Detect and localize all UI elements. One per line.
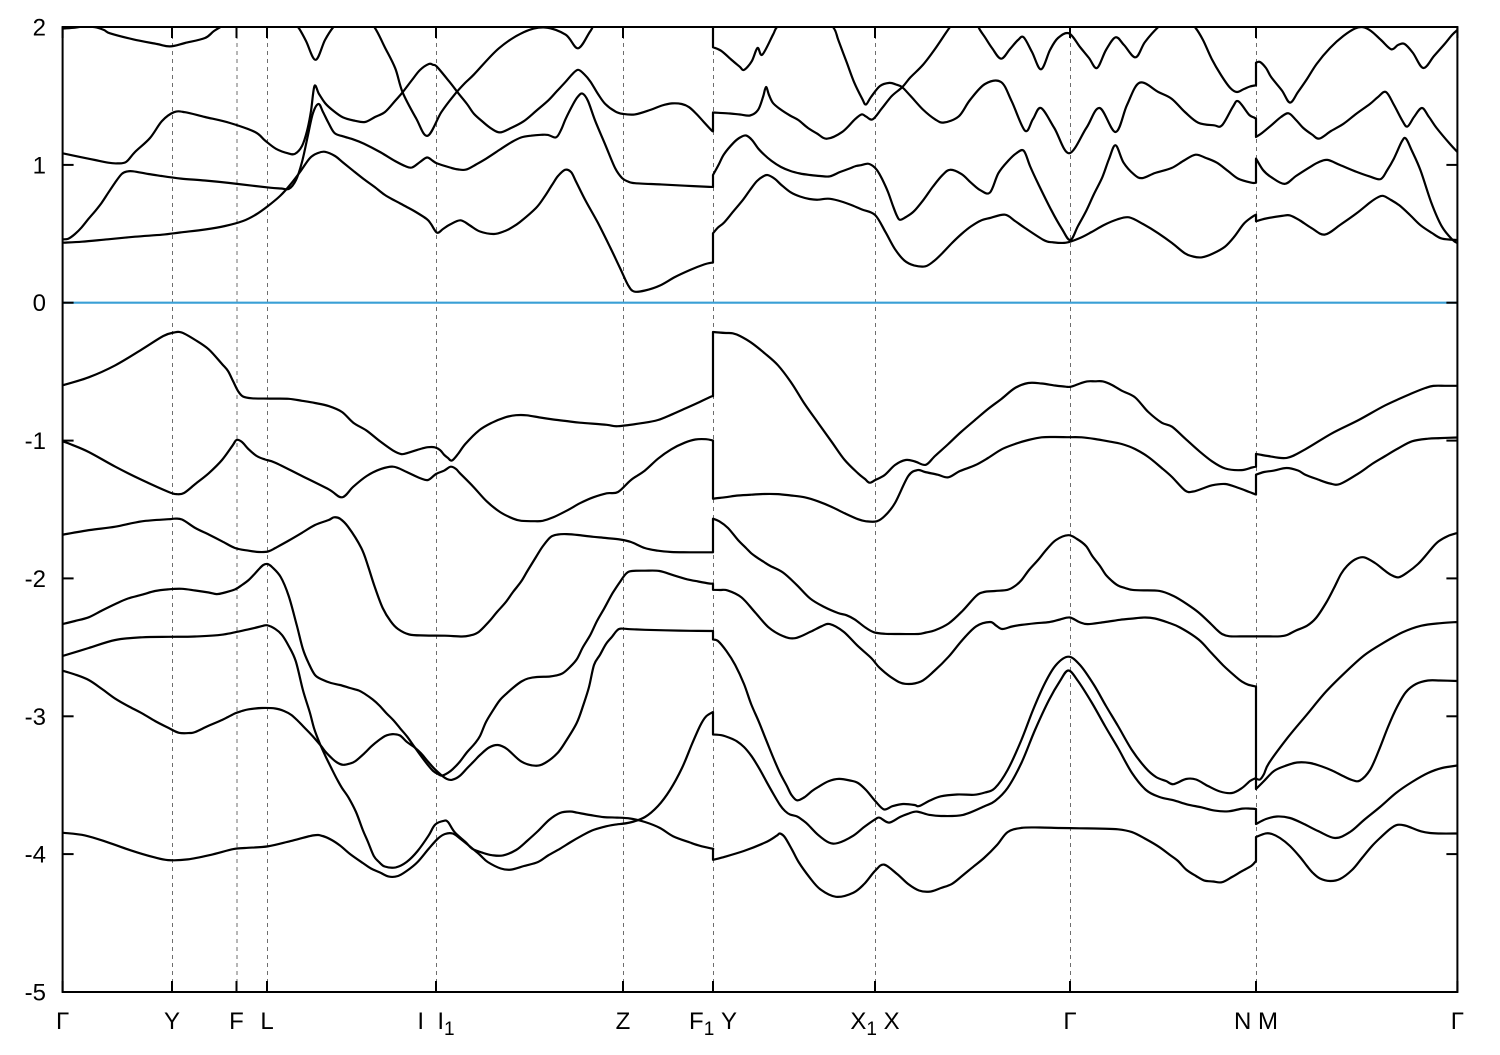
svg-text:Γ: Γ bbox=[1451, 1008, 1464, 1035]
svg-text:-3: -3 bbox=[25, 704, 46, 731]
svg-text:Y: Y bbox=[164, 1008, 180, 1035]
svg-text:1: 1 bbox=[33, 152, 46, 179]
svg-text:-2: -2 bbox=[25, 566, 46, 593]
svg-text:0: 0 bbox=[33, 290, 46, 317]
svg-text:Γ: Γ bbox=[56, 1008, 69, 1035]
svg-text:2: 2 bbox=[33, 15, 46, 42]
svg-text:-1: -1 bbox=[25, 428, 46, 455]
svg-text:N M: N M bbox=[1234, 1008, 1278, 1035]
svg-text:X1 X: X1 X bbox=[850, 1008, 899, 1040]
svg-text:Γ: Γ bbox=[1063, 1008, 1076, 1035]
svg-text:Z: Z bbox=[616, 1008, 631, 1035]
svg-text:-5: -5 bbox=[25, 980, 46, 1007]
svg-text:F: F bbox=[229, 1008, 244, 1035]
svg-text:L: L bbox=[260, 1008, 273, 1035]
svg-text:-4: -4 bbox=[25, 842, 46, 869]
svg-text:F1 Y: F1 Y bbox=[689, 1008, 737, 1040]
